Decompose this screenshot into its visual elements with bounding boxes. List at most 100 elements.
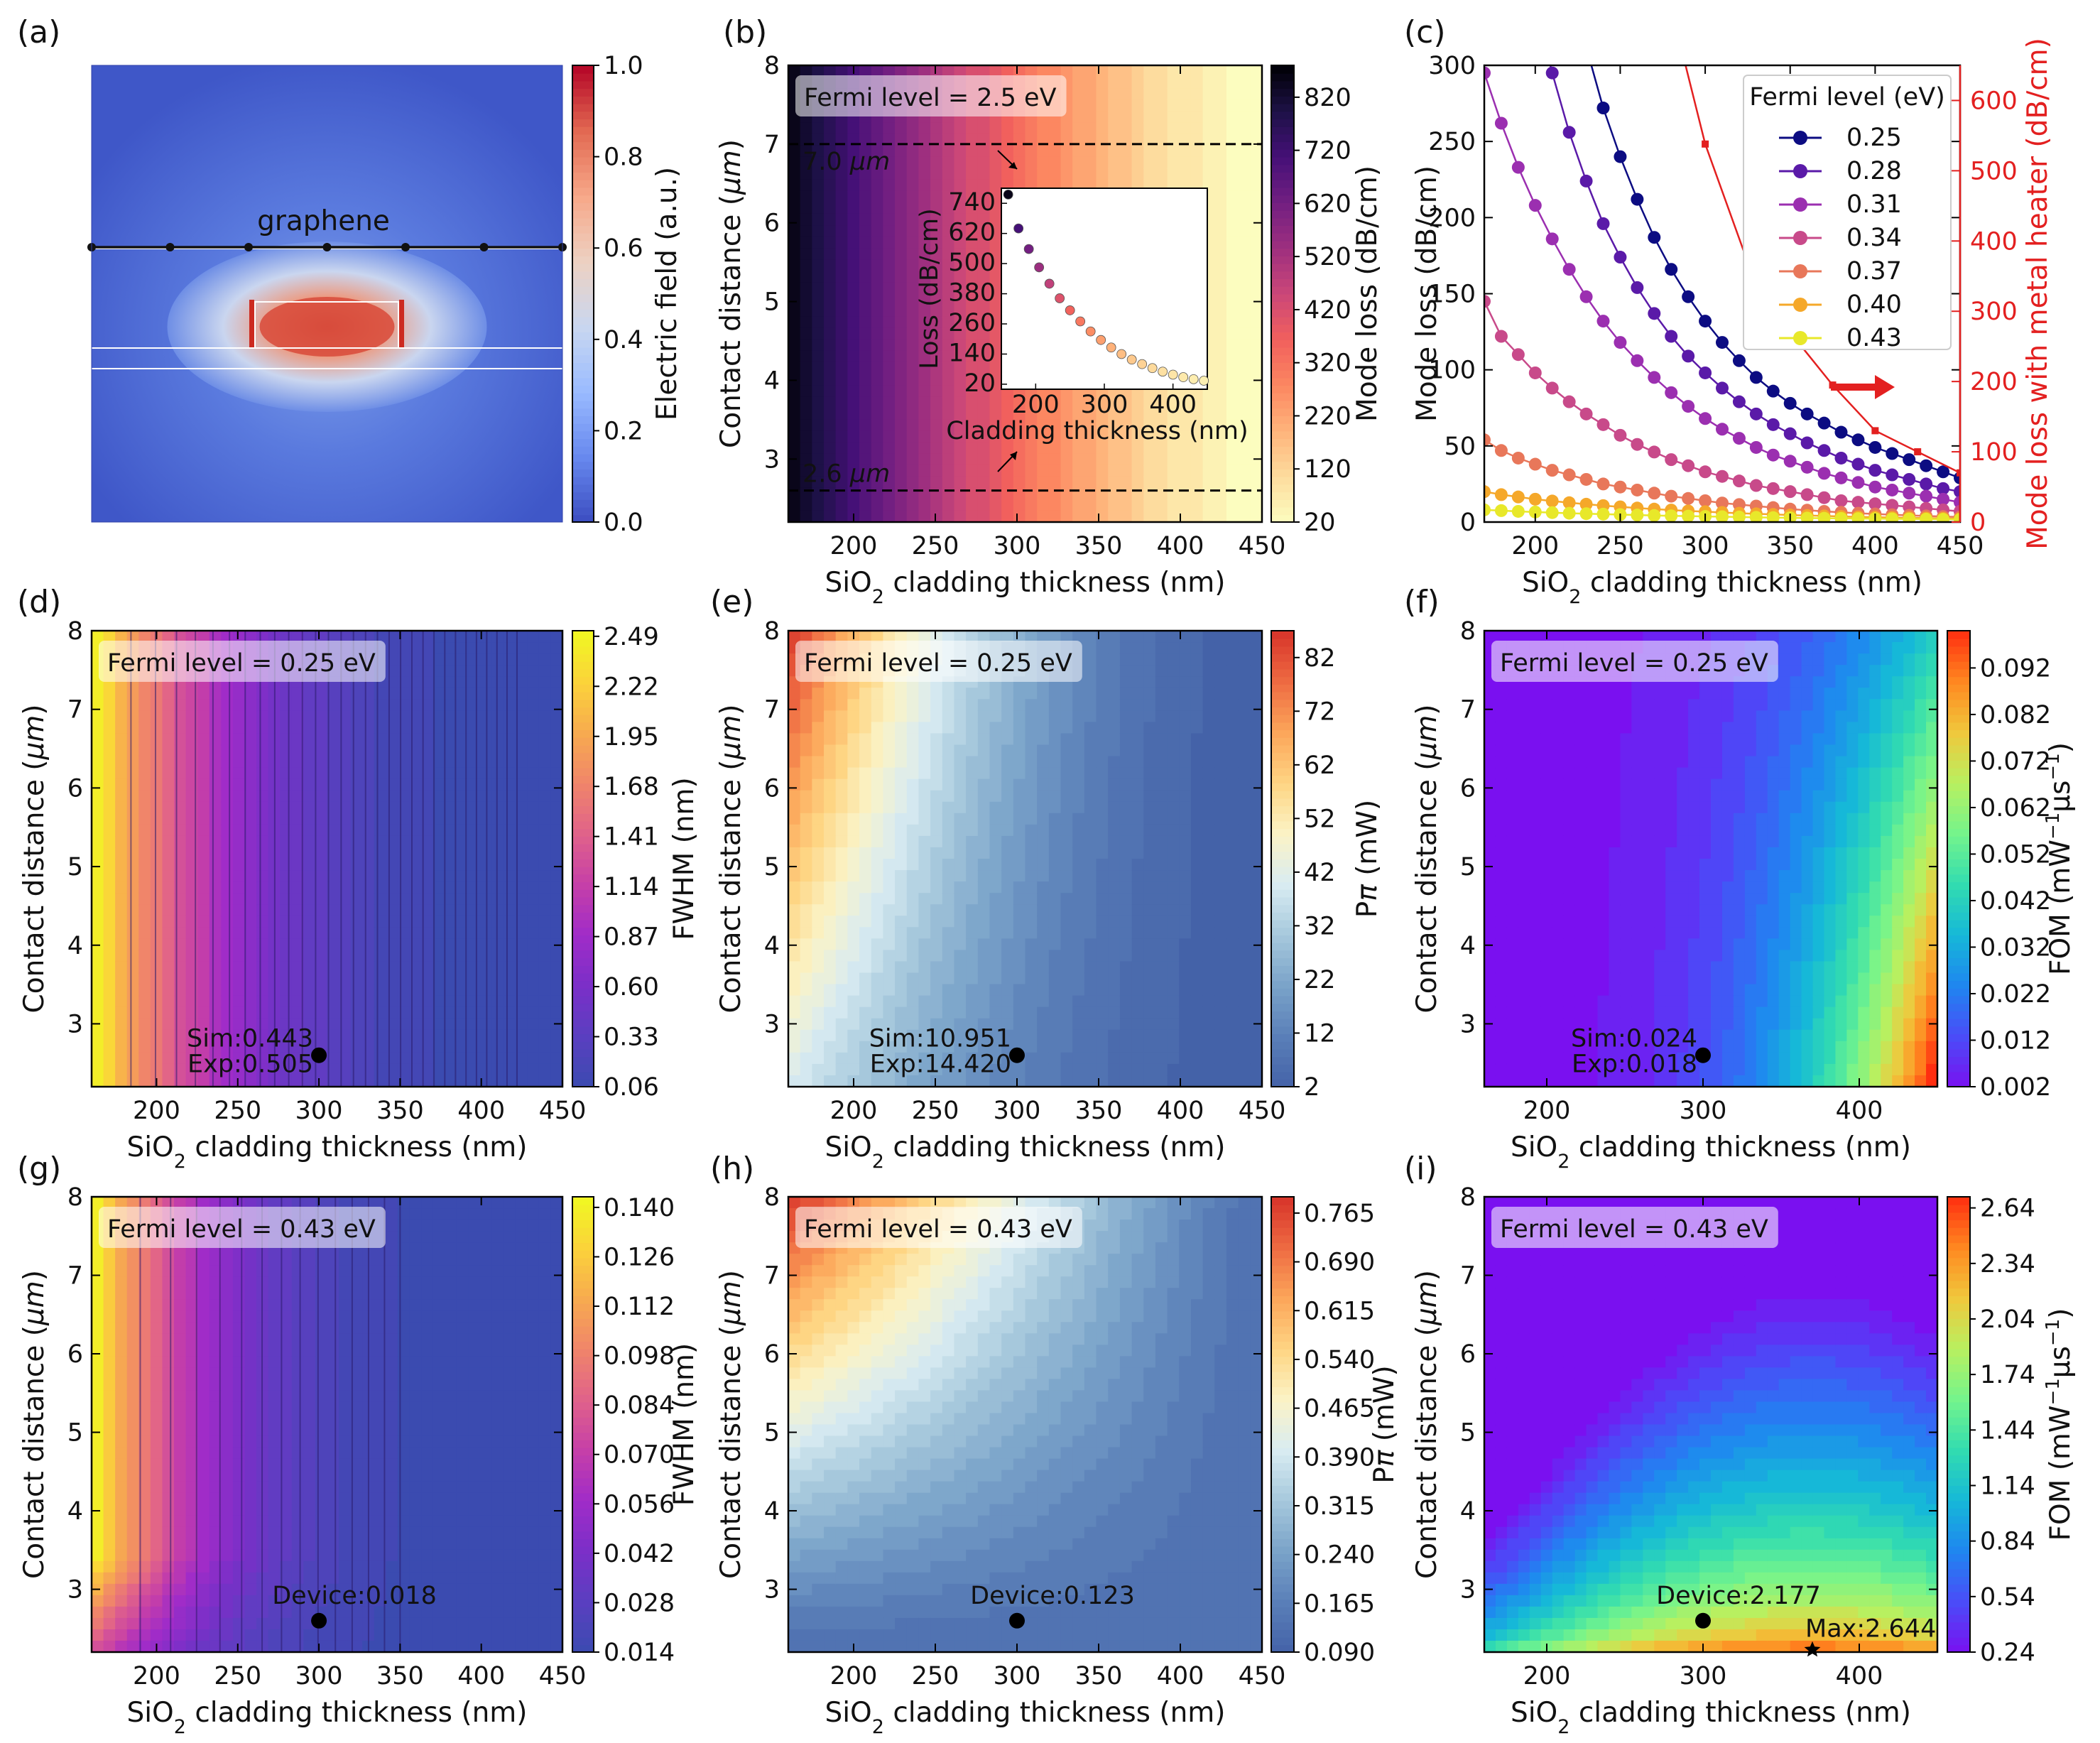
series-point-0.43: [1817, 511, 1831, 522]
heatmap-cell: [1037, 938, 1050, 951]
heatmap-cell: [847, 950, 861, 962]
heatmap-cell: [244, 847, 258, 859]
heatmap-cell: [895, 293, 908, 306]
heatmap-cell: [847, 790, 861, 803]
colorbar-segment: [1271, 301, 1294, 310]
heatmap-cell: [1001, 916, 1014, 928]
x-axis-label: SiO2 cladding thickness (nm): [1522, 567, 1922, 608]
heatmap-cell: [504, 801, 516, 814]
heatmap-cell: [432, 676, 446, 689]
heatmap-cell: [327, 801, 340, 814]
heatmap-cell: [800, 476, 813, 489]
heatmap-cell: [895, 995, 908, 1008]
heatmap-cell: [504, 631, 516, 644]
heatmap-cell: [315, 756, 328, 769]
fermi-level-box: [99, 641, 386, 682]
heatmap-cell: [1025, 813, 1038, 825]
heatmap-cell: [491, 972, 505, 985]
heatmap-cell: [162, 881, 175, 894]
heatmap-cell: [550, 813, 562, 825]
heatmap-cell: [397, 824, 410, 837]
heatmap-cell: [221, 950, 234, 962]
heatmap-cell: [468, 710, 481, 723]
heatmap-cell: [788, 984, 801, 997]
heatmap-cell: [906, 156, 920, 169]
heatmap-cell: [930, 271, 943, 283]
heatmap-cell: [103, 1075, 116, 1087]
heatmap-cell: [1084, 442, 1097, 455]
heatmap-cell: [185, 961, 199, 974]
heatmap-cell: [942, 835, 955, 848]
heatmap-cell: [859, 316, 872, 329]
heatmap-cell: [930, 927, 943, 940]
series-point-0.37: [1562, 468, 1576, 482]
heatmap-cell: [1179, 111, 1192, 124]
heatmap-cell: [895, 465, 908, 477]
heatmap-cell: [491, 801, 505, 814]
heatmap-cell: [871, 699, 884, 712]
heatmap-cell: [1214, 442, 1227, 455]
heatmap-cell: [291, 631, 305, 644]
heatmap-cell: [977, 938, 991, 951]
heatmap-cell: [1238, 134, 1251, 146]
x-tick-label: 250: [214, 1097, 261, 1125]
heatmap-cell: [966, 893, 979, 906]
heatmap-cell: [374, 938, 387, 951]
heatmap-cell: [895, 202, 908, 215]
heatmap-cell: [126, 1029, 140, 1042]
heatmap-cell: [445, 778, 457, 791]
heatmap-cell: [1060, 699, 1074, 712]
heatmap-cell: [1214, 510, 1227, 522]
series-point-0.34: [1545, 381, 1559, 395]
heatmap-cell: [895, 813, 908, 825]
heatmap-cell: [350, 824, 364, 837]
heatmap-cell: [800, 756, 813, 769]
heatmap-cell: [138, 1018, 151, 1031]
heatmap-cell: [445, 824, 457, 837]
heatmap-cell: [883, 710, 896, 723]
heatmap-cell: [185, 984, 199, 997]
colorbar-segment: [1271, 316, 1294, 325]
heatmap-cell: [824, 202, 837, 215]
right-y-axis-label: Mode loss with metal heater (dB/cm): [2022, 38, 2054, 550]
heatmap-cell: [1131, 111, 1145, 124]
heatmap-cell: [824, 904, 837, 917]
heatmap-cell: [1025, 408, 1038, 420]
heatmap-cell: [1084, 950, 1097, 962]
heatmap-cell: [847, 881, 861, 894]
heatmap-cell: [800, 824, 813, 837]
heatmap-cell: [812, 790, 825, 803]
heatmap-cell: [859, 756, 872, 769]
heatmap-cell: [550, 733, 562, 746]
heatmap-cell: [847, 813, 861, 825]
heatmap-cell: [209, 893, 222, 906]
heatmap-cell: [421, 961, 434, 974]
y-tick-label: 3: [764, 445, 780, 474]
heatmap-cell: [350, 916, 364, 928]
heatmap-cell: [800, 722, 813, 734]
heatmap-cell: [824, 984, 837, 997]
colorbar-segment: [572, 683, 594, 693]
heatmap-cell: [966, 950, 979, 962]
heatmap-cell: [197, 961, 210, 974]
heatmap-cell: [1155, 168, 1168, 180]
heatmap-cell: [942, 168, 955, 180]
heatmap-cell: [291, 972, 305, 985]
colorbar-segment: [572, 492, 594, 500]
heatmap-cell: [977, 442, 991, 455]
heatmap-cell: [1001, 134, 1014, 146]
heatmap-cell: [1013, 813, 1026, 825]
heatmap-cell: [1013, 904, 1026, 917]
heatmap-cell: [280, 870, 293, 883]
heatmap-cell: [954, 237, 967, 249]
heatmap-cell: [942, 1063, 955, 1076]
heatmap-cell: [895, 710, 908, 723]
heatmap-cell: [918, 1029, 932, 1042]
heatmap-cell: [847, 688, 861, 700]
heatmap-cell: [491, 631, 505, 644]
heatmap-cell: [847, 293, 861, 306]
heatmap-cell: [291, 916, 305, 928]
heatmap-cell: [1179, 168, 1192, 180]
heatmap-cell: [138, 722, 151, 734]
heatmap-cell: [386, 847, 398, 859]
